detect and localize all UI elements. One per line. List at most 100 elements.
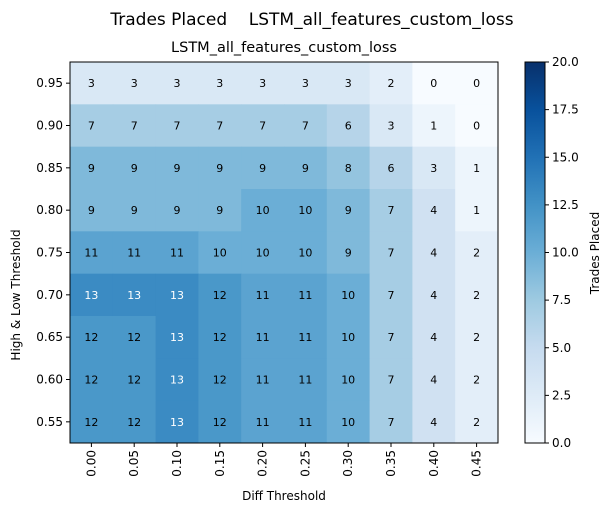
cell-value-label-r0-c6: 3 (345, 77, 352, 90)
heatmap-cell-r0-c0 (70, 62, 114, 105)
heatmap-cell-r3-c7 (369, 189, 413, 232)
colorbar-tick-label-5: 12.5 (552, 198, 579, 212)
heatmap-cell-r8-c2 (155, 400, 199, 444)
heatmap-cell-r3-c4 (241, 189, 285, 232)
cell-value-label-r5-c8: 4 (430, 289, 437, 302)
heatmap-cell-r7-c4 (241, 358, 285, 402)
y-tick-label-7: 0.60 (36, 373, 63, 387)
cell-value-label-r0-c1: 3 (131, 77, 138, 90)
y-tick-label-4: 0.75 (36, 246, 63, 260)
cell-value-label-r8-c3: 12 (213, 416, 227, 429)
cell-value-label-r4-c4: 10 (256, 247, 270, 260)
heatmap-cell-r6-c4 (241, 316, 285, 359)
cell-value-label-r0-c8: 0 (430, 77, 437, 90)
cell-value-label-r1-c9: 0 (473, 120, 480, 133)
heatmap-plot-area: 3 3 3 3 3 3 3 2 0 07 7 7 7 7 7 6 3 1 09 9 9 9 9 9 8 6 3 19 9 9 9 10 10 9 7… (69, 61, 499, 444)
y-axis-label: High & Low Threshold (9, 229, 23, 360)
heatmap-cell-r0-c9 (455, 62, 499, 105)
cell-value-label-r6-c8: 4 (430, 331, 437, 344)
cell-value-label-r3-c6: 9 (345, 204, 352, 217)
heatmap-cell-r2-c2 (155, 146, 199, 190)
cell-value-label-r5-c1: 13 (127, 289, 141, 302)
cell-value-label-r2-c1: 9 (131, 162, 138, 175)
heatmap-cell-r5-c0 (70, 273, 114, 317)
heatmap-cell-r8-c6 (326, 400, 371, 444)
cell-value-label-r6-c7: 7 (388, 331, 395, 344)
heatmap-cell-r4-c2 (155, 231, 199, 275)
cell-value-label-r4-c8: 4 (430, 247, 437, 260)
heatmap-cell-r6-c8 (412, 316, 456, 359)
cell-value-label-r2-c9: 1 (473, 162, 480, 175)
heatmap-cell-r6-c0 (70, 316, 114, 359)
cell-value-label-r5-c3: 12 (213, 289, 227, 302)
heatmap-cell-r1-c9 (455, 104, 499, 148)
cell-value-label-r6-c2: 13 (170, 331, 184, 344)
heatmap-cell-r5-c8 (412, 273, 456, 317)
colorbar-tick-label-2: 5.0 (552, 341, 571, 355)
colorbar-tick-label-4: 10.0 (552, 246, 579, 260)
heatmap-cell-r8-c5 (284, 400, 328, 444)
heatmap-cell-r8-c3 (198, 400, 242, 444)
heatmap-cell-r3-c8 (412, 189, 456, 232)
cell-value-label-r4-c5: 10 (298, 247, 312, 260)
heatmap-cell-r0-c3 (198, 62, 242, 105)
colorbar-tick-label-1: 2.5 (552, 388, 571, 402)
heatmap-cell-r7-c8 (412, 358, 456, 402)
heatmap-cell-r0-c1 (112, 62, 157, 105)
heatmap-cell-r4-c8 (412, 231, 456, 275)
cell-value-label-r3-c1: 9 (131, 204, 138, 217)
heatmap-cell-r5-c4 (241, 273, 285, 317)
cell-value-label-r1-c0: 7 (88, 120, 95, 133)
heatmap-cell-r1-c7 (369, 104, 413, 148)
x-tick-label-9: 0.45 (470, 450, 484, 477)
heatmap-cell-r8-c4 (241, 400, 285, 444)
heatmap-cell-r2-c6 (326, 146, 371, 190)
heatmap-cell-r8-c1 (112, 400, 157, 444)
cell-value-label-r1-c8: 1 (430, 120, 437, 133)
cell-value-label-r1-c4: 7 (259, 120, 266, 133)
heatmap-cell-r5-c2 (155, 273, 199, 317)
cell-value-label-r5-c7: 7 (388, 289, 395, 302)
cell-value-label-r4-c1: 11 (127, 247, 141, 260)
heatmap-cell-r7-c3 (198, 358, 242, 402)
colorbar-tick-label-8: 20.0 (552, 55, 579, 69)
heatmap-cell-r4-c1 (112, 231, 157, 275)
cell-value-label-r1-c6: 6 (345, 120, 352, 133)
cell-value-label-r2-c5: 9 (302, 162, 309, 175)
y-tick-label-2: 0.85 (36, 161, 63, 175)
heatmap-cell-r5-c1 (112, 273, 157, 317)
heatmap-cell-r5-c3 (198, 273, 242, 317)
cell-value-label-r7-c4: 11 (256, 374, 270, 387)
x-tick-label-1: 0.05 (127, 450, 141, 477)
heatmap-cell-r2-c4 (241, 146, 285, 190)
heatmap-cell-r8-c8 (412, 400, 456, 444)
cell-value-label-r8-c9: 2 (473, 416, 480, 429)
y-tick-label-5: 0.70 (36, 288, 63, 302)
cell-value-label-r8-c6: 10 (341, 416, 355, 429)
x-tick-label-5: 0.25 (298, 450, 312, 477)
cell-value-label-r2-c0: 9 (88, 162, 95, 175)
y-axis-ticks: 0.95 0.90 0.85 0.80 0.75 0.70 0.65 0.60 0.55 (36, 76, 70, 429)
heatmap-cell-r2-c1 (112, 146, 157, 190)
heatmap-cell-r2-c0 (70, 146, 114, 190)
cell-value-label-r4-c3: 10 (213, 247, 227, 260)
cell-value-label-r7-c6: 10 (341, 374, 355, 387)
cell-value-label-r6-c1: 12 (127, 331, 141, 344)
cell-value-label-r1-c5: 7 (302, 120, 309, 133)
cell-value-label-r2-c8: 3 (430, 162, 437, 175)
figure-suptitle: Trades Placed LSTM_all_features_custom_l… (109, 10, 513, 30)
heatmap-cell-r7-c9 (455, 358, 499, 402)
cell-value-label-r6-c3: 12 (213, 331, 227, 344)
heatmap-cell-r1-c3 (198, 104, 242, 148)
cell-value-label-r8-c7: 7 (388, 416, 395, 429)
x-tick-label-8: 0.40 (427, 450, 441, 477)
cell-value-label-r5-c0: 13 (84, 289, 98, 302)
heatmap-cell-r4-c6 (326, 231, 371, 275)
cell-value-label-r6-c5: 11 (298, 331, 312, 344)
heatmap-cell-r2-c8 (412, 146, 456, 190)
heatmap-cell-r6-c2 (155, 316, 199, 359)
cell-value-label-r8-c1: 12 (127, 416, 141, 429)
y-tick-label-3: 0.80 (36, 203, 63, 217)
heatmap-cell-r1-c4 (241, 104, 285, 148)
